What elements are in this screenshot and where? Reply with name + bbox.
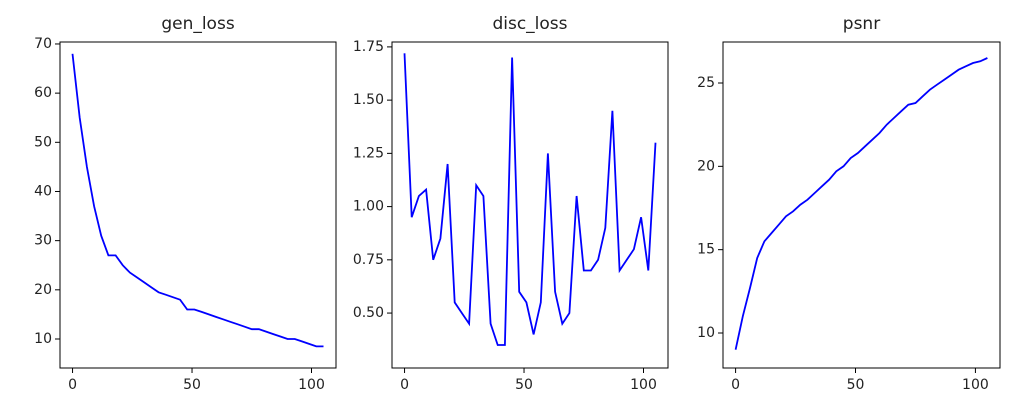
chart-title: gen_loss xyxy=(161,14,235,34)
y-tick-label: 20 xyxy=(697,158,715,174)
x-tick-label: 50 xyxy=(183,377,201,393)
y-tick-label: 40 xyxy=(34,183,52,199)
y-tick-label: 1.25 xyxy=(353,145,384,161)
x-tick-label: 0 xyxy=(68,377,77,393)
y-tick-label: 20 xyxy=(34,282,52,298)
y-tick-label: 60 xyxy=(34,85,52,101)
x-tick-label: 100 xyxy=(630,377,657,393)
y-tick-label: 10 xyxy=(34,331,52,347)
axes-frame xyxy=(722,41,1001,369)
chart-title: disc_loss xyxy=(492,14,567,34)
axes-frame xyxy=(59,41,337,369)
x-tick-label: 100 xyxy=(298,377,325,393)
x-tick-label: 0 xyxy=(400,377,409,393)
y-tick-label: 0.75 xyxy=(353,252,384,268)
y-tick-label: 10 xyxy=(697,325,715,341)
y-tick-label: 30 xyxy=(34,233,52,249)
x-tick-label: 0 xyxy=(731,377,740,393)
y-tick-label: 1.75 xyxy=(353,39,384,55)
axes-frame xyxy=(391,41,669,369)
y-tick-label: 1.50 xyxy=(353,92,384,108)
line-series xyxy=(734,57,988,350)
x-tick-label: 50 xyxy=(515,377,533,393)
line-series xyxy=(71,53,324,348)
x-tick-label: 50 xyxy=(847,377,865,393)
x-tick-label: 100 xyxy=(962,377,989,393)
y-tick-label: 1.00 xyxy=(353,199,384,215)
chart-title: psnr xyxy=(843,14,880,34)
y-tick-label: 50 xyxy=(34,134,52,150)
y-tick-label: 0.50 xyxy=(353,305,384,321)
y-tick-label: 15 xyxy=(697,242,715,258)
line-series xyxy=(403,53,657,346)
y-tick-label: 25 xyxy=(697,75,715,91)
y-tick-label: 70 xyxy=(34,36,52,52)
